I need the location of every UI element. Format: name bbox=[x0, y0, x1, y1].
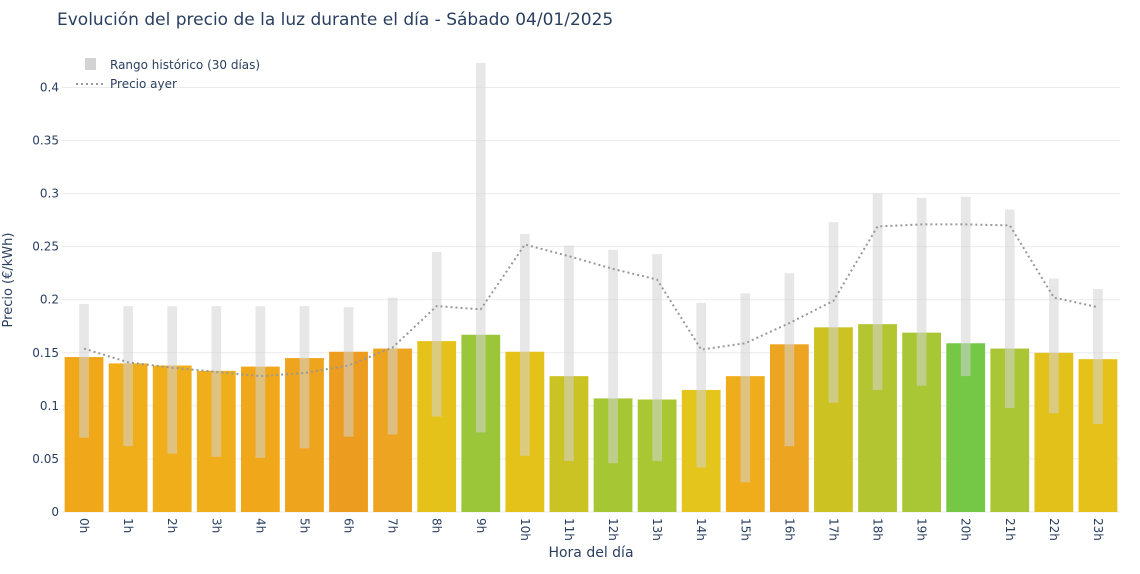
x-tick-label: 21h bbox=[1003, 518, 1017, 541]
legend[interactable]: Rango histórico (30 días) Precio ayer bbox=[76, 58, 260, 91]
y-tick-label: 0.2 bbox=[40, 293, 59, 307]
historical-range-bar[interactable] bbox=[79, 303, 89, 438]
historical-range-bar[interactable] bbox=[696, 302, 707, 468]
y-tick-label: 0 bbox=[51, 505, 59, 519]
y-grid bbox=[62, 86, 1120, 513]
historical-range-bar[interactable] bbox=[123, 306, 133, 447]
x-tick-label: 9h bbox=[474, 518, 488, 533]
historical-range-bar[interactable] bbox=[652, 254, 662, 462]
y-tick-label: 0.25 bbox=[32, 240, 59, 254]
x-tick-label: 14h bbox=[694, 518, 708, 541]
historical-range-bar[interactable] bbox=[299, 306, 310, 449]
y-tick-label: 0.15 bbox=[32, 346, 59, 360]
x-tick-label: 23h bbox=[1091, 518, 1105, 541]
x-tick-label: 12h bbox=[606, 518, 620, 541]
x-tick-label: 8h bbox=[430, 518, 444, 533]
historical-range-bar[interactable] bbox=[520, 233, 530, 456]
historical-range-bar[interactable] bbox=[960, 196, 971, 377]
historical-range-bar[interactable] bbox=[608, 249, 618, 464]
chart-title: Evolución del precio de la luz durante e… bbox=[57, 10, 613, 30]
y-axis-ticks: 0 0.05 0.1 0.15 0.2 0.25 0.3 0.35 0.4 bbox=[32, 80, 59, 519]
x-tick-label: 6h bbox=[342, 518, 356, 533]
x-axis-ticks: 0h 1h 2h 3h 4h 5h 6h 7h 8h 9h 10h 11h 12h 13h 14h 15h 16… bbox=[77, 518, 1105, 541]
x-axis-label: Hora del día bbox=[548, 545, 633, 561]
x-tick-label: 18h bbox=[871, 518, 885, 541]
legend-swatch-range bbox=[85, 58, 96, 70]
historical-range-bar[interactable] bbox=[1004, 209, 1015, 408]
historical-range-bar[interactable] bbox=[387, 297, 398, 435]
yesterday-price-line bbox=[83, 223, 1099, 378]
yesterday-price-polyline[interactable] bbox=[83, 223, 1099, 378]
historical-range-bar[interactable] bbox=[828, 222, 839, 403]
y-tick-label: 0.35 bbox=[32, 134, 59, 148]
historical-range-bar[interactable] bbox=[167, 306, 178, 454]
x-tick-label: 7h bbox=[386, 518, 400, 533]
historical-range-bar[interactable] bbox=[255, 306, 266, 458]
y-tick-label: 0.1 bbox=[40, 399, 59, 413]
x-tick-label: 13h bbox=[650, 518, 664, 541]
historical-range-bar[interactable] bbox=[343, 307, 354, 437]
historical-range-bar[interactable] bbox=[475, 63, 486, 433]
x-tick-label: 0h bbox=[77, 518, 91, 533]
x-tick-label: 20h bbox=[959, 518, 973, 541]
x-tick-label: 2h bbox=[165, 518, 179, 533]
x-tick-label: 16h bbox=[782, 518, 796, 541]
y-tick-label: 0.4 bbox=[40, 80, 59, 94]
x-tick-label: 5h bbox=[297, 518, 311, 533]
historical-range-bar[interactable] bbox=[211, 306, 222, 457]
historical-range-bar[interactable] bbox=[431, 251, 442, 417]
historical-range-bar[interactable] bbox=[1049, 278, 1059, 414]
x-tick-label: 17h bbox=[826, 518, 840, 541]
historical-range-bar[interactable] bbox=[1093, 289, 1103, 424]
x-tick-label: 4h bbox=[253, 518, 267, 533]
x-tick-label: 3h bbox=[209, 518, 223, 533]
x-tick-label: 22h bbox=[1047, 518, 1061, 541]
historical-range-bar[interactable] bbox=[564, 245, 574, 462]
y-tick-label: 0.3 bbox=[40, 187, 59, 201]
historical-range-bars bbox=[79, 63, 1103, 483]
x-tick-label: 15h bbox=[738, 518, 752, 541]
historical-range-bar[interactable] bbox=[784, 273, 795, 447]
legend-label-range: Rango histórico (30 días) bbox=[110, 58, 260, 72]
historical-range-bar[interactable] bbox=[916, 197, 927, 386]
historical-range-bar[interactable] bbox=[740, 293, 751, 483]
y-axis-label: Precio (€/kWh) bbox=[1, 233, 16, 328]
legend-label-line: Precio ayer bbox=[110, 77, 177, 91]
historical-range-bar[interactable] bbox=[872, 193, 883, 390]
price-bars bbox=[64, 324, 1118, 512]
y-tick-label: 0.05 bbox=[32, 452, 59, 466]
x-tick-label: 10h bbox=[518, 518, 532, 541]
x-tick-label: 1h bbox=[121, 518, 135, 533]
x-tick-label: 11h bbox=[562, 518, 576, 541]
x-tick-label: 19h bbox=[915, 518, 929, 541]
